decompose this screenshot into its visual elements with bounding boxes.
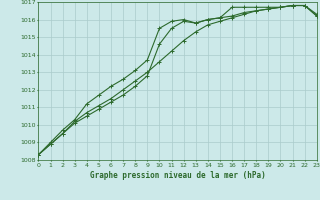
X-axis label: Graphe pression niveau de la mer (hPa): Graphe pression niveau de la mer (hPa) <box>90 171 266 180</box>
